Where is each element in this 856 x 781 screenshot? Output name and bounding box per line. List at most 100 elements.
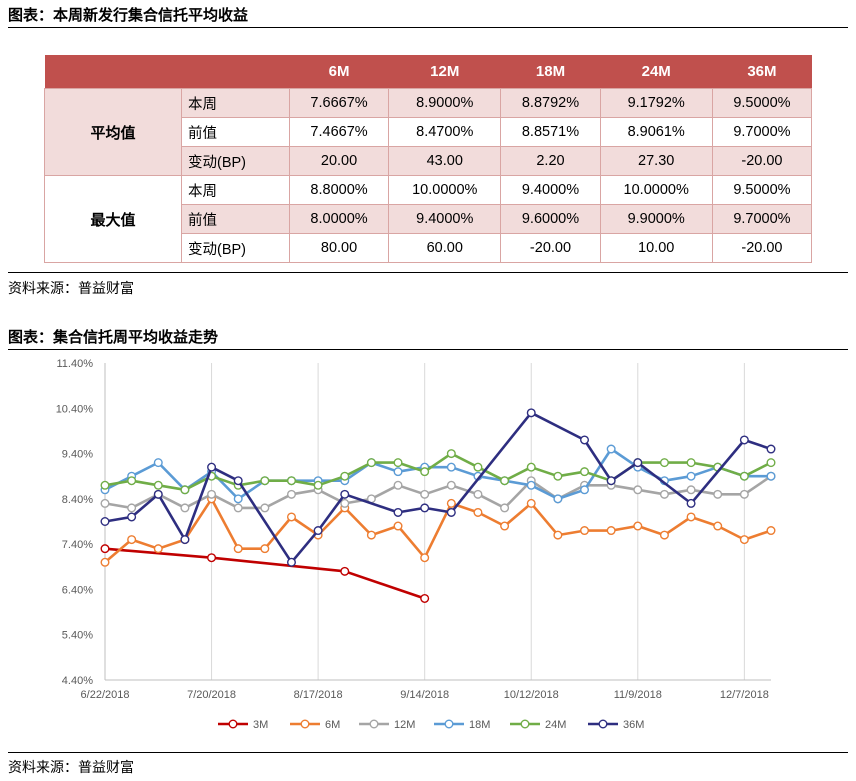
data-point-12M (633, 485, 643, 495)
group-label-max: 最大值 (44, 175, 182, 263)
data-point-18M (766, 471, 776, 481)
table-cell: 9.9000% (599, 204, 713, 234)
data-point-6M (633, 521, 643, 531)
row-label: 本周 (181, 88, 290, 118)
data-point-36M (686, 498, 696, 508)
x-tick-label: 6/22/2018 (81, 689, 130, 701)
table-source-rule (8, 272, 848, 273)
data-point-18M (686, 471, 696, 481)
legend-marker-36M (598, 719, 608, 729)
y-tick-label: 4.40% (62, 675, 93, 687)
data-point-6M (526, 498, 536, 508)
data-point-24M (340, 471, 350, 481)
series-line-12M (104, 475, 772, 510)
column-header: 18M (500, 55, 601, 89)
data-point-3M (340, 566, 350, 576)
column-header: 36M (712, 55, 812, 89)
data-point-12M (739, 489, 749, 499)
table-title-rule (8, 27, 848, 28)
table-cell: 43.00 (388, 146, 502, 176)
row-label: 本周 (181, 175, 290, 205)
x-tick-label: 9/14/2018 (400, 689, 449, 701)
table-cell: 9.6000% (500, 204, 601, 234)
data-point-24M (366, 458, 376, 468)
table-cell: 9.1792% (599, 88, 713, 118)
data-point-36M (340, 489, 350, 499)
table-cell: 7.4667% (288, 117, 390, 147)
table-cell: 9.5000% (711, 88, 813, 118)
x-tick-label: 8/17/2018 (294, 689, 343, 701)
data-point-36M (180, 535, 190, 545)
table-cell: 8.9061% (599, 117, 713, 147)
data-point-6M (500, 521, 510, 531)
legend-label: 24M (545, 719, 566, 731)
chart-source: 资料来源：普益财富 (8, 760, 134, 776)
legend-label: 18M (469, 719, 490, 731)
data-point-18M (153, 458, 163, 468)
table-cell: 8.8792% (500, 88, 601, 118)
y-tick-label: 9.40% (62, 449, 93, 461)
table-cell: 2.20 (500, 146, 601, 176)
data-point-24M (473, 462, 483, 472)
table-row: 前值 7.4667% 8.4700% 8.8571% 8.9061% 9.700… (45, 117, 813, 147)
data-point-24M (127, 476, 137, 486)
data-point-18M (233, 494, 243, 504)
data-point-6M (580, 526, 590, 536)
legend-marker-6M (300, 719, 310, 729)
data-point-18M (526, 480, 536, 490)
column-header: 6M (289, 55, 389, 89)
data-point-36M (526, 408, 536, 418)
table-cell: -20.00 (711, 233, 813, 263)
data-point-36M (100, 516, 110, 526)
data-point-36M (286, 557, 296, 567)
legend-label: 12M (394, 719, 415, 731)
data-point-18M (580, 485, 590, 495)
corner-cell-2 (181, 55, 290, 89)
legend-marker-18M (444, 719, 454, 729)
data-point-24M (286, 476, 296, 486)
data-point-12M (207, 489, 217, 499)
row-label: 变动(BP) (181, 233, 290, 263)
data-point-6M (233, 544, 243, 554)
y-tick-label: 11.40% (57, 358, 94, 370)
corner-cell (44, 55, 182, 89)
table-cell: 60.00 (388, 233, 502, 263)
column-header: 12M (388, 55, 501, 89)
data-point-6M (366, 530, 376, 540)
data-point-24M (500, 476, 510, 486)
table-cell: 8.4700% (388, 117, 502, 147)
table-cell: 7.6667% (288, 88, 390, 118)
data-point-24M (739, 471, 749, 481)
data-point-6M (127, 535, 137, 545)
table-cell: 27.30 (599, 146, 713, 176)
data-point-3M (100, 544, 110, 554)
data-point-6M (659, 530, 669, 540)
data-point-36M (207, 462, 217, 472)
y-tick-label: 8.40% (62, 494, 93, 506)
data-point-6M (286, 512, 296, 522)
data-point-18M (393, 467, 403, 477)
data-point-24M (180, 485, 190, 495)
series-line-6M (104, 497, 772, 564)
y-tick-label: 6.40% (62, 584, 93, 596)
data-point-24M (580, 467, 590, 477)
table-cell: 80.00 (288, 233, 390, 263)
data-point-24M (686, 458, 696, 468)
table-cell: 8.0000% (288, 204, 390, 234)
data-point-18M (446, 462, 456, 472)
data-point-3M (207, 553, 217, 563)
data-point-12M (260, 503, 270, 513)
table-cell: 9.7000% (711, 117, 813, 147)
data-point-6M (553, 530, 563, 540)
yield-trend-chart: 6/22/2018 7/20/2018 8/17/2018 9/14/2018 10/1… (56, 358, 776, 731)
series-line-3M (104, 547, 426, 600)
data-point-24M (553, 471, 563, 481)
row-label: 变动(BP) (181, 146, 290, 176)
legend-label: 36M (623, 719, 644, 731)
table-cell: -20.00 (500, 233, 601, 263)
y-tick-label: 5.40% (62, 630, 93, 642)
yield-table: 6M 12M 18M 24M 36M 平均值 本周 7.6667% 8.9000… (44, 55, 813, 263)
series-line-18M (104, 447, 771, 501)
data-point-24M (659, 458, 669, 468)
data-point-36M (580, 435, 590, 445)
